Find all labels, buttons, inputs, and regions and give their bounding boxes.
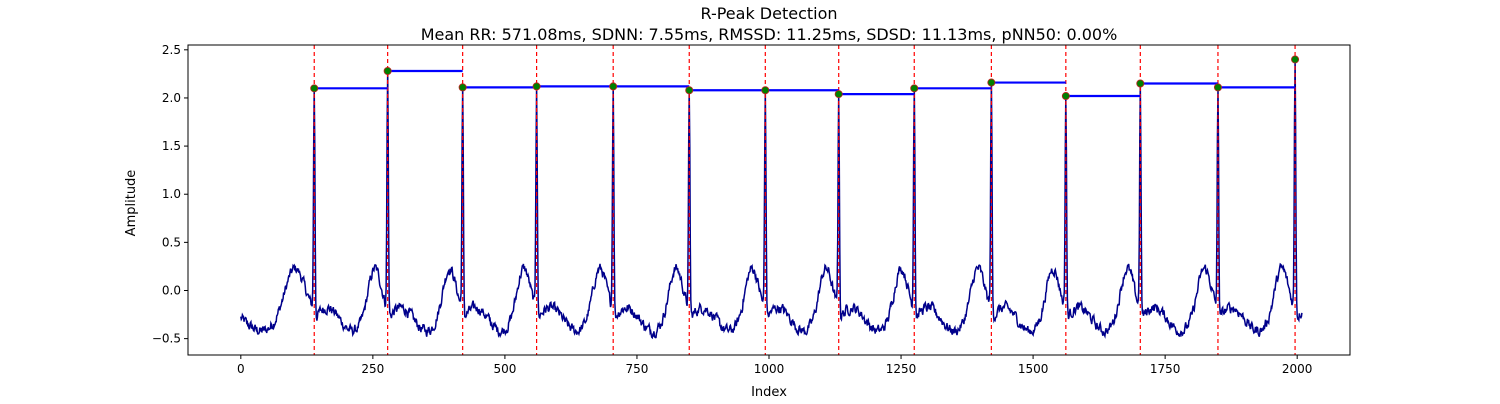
x-tick-label: 1500 bbox=[1018, 362, 1049, 376]
plot-area bbox=[240, 45, 1303, 355]
ecg-signal-line bbox=[240, 59, 1303, 340]
x-tick-label: 0 bbox=[237, 362, 245, 376]
chart-title: R-Peak Detection bbox=[700, 4, 837, 23]
r-peak-marker-2 bbox=[458, 83, 467, 92]
x-tick-label: 250 bbox=[361, 362, 384, 376]
y-tick-label: 2.5 bbox=[162, 43, 181, 57]
r-peak-marker-1 bbox=[383, 66, 392, 75]
r-peak-marker-5 bbox=[685, 86, 694, 95]
r-peak-marker-3 bbox=[532, 82, 541, 91]
x-tick-label: 1750 bbox=[1150, 362, 1181, 376]
r-peak-marker-0 bbox=[310, 84, 319, 93]
r-peak-marker-8 bbox=[910, 84, 919, 93]
r-peak-marker-7 bbox=[834, 90, 843, 99]
x-tick-label: 1250 bbox=[886, 362, 917, 376]
r-peak-marker-12 bbox=[1213, 83, 1222, 92]
r-peak-marker-4 bbox=[609, 82, 618, 91]
y-tick-label: 0.0 bbox=[162, 283, 181, 297]
r-peak-marker-9 bbox=[987, 78, 996, 87]
r-peak-marker-11 bbox=[1136, 79, 1145, 88]
y-tick-label: −0.5 bbox=[152, 332, 181, 346]
x-tick-label: 2000 bbox=[1282, 362, 1313, 376]
y-axis-label: Amplitude bbox=[124, 170, 139, 237]
r-peak-marker-6 bbox=[761, 86, 770, 95]
y-tick-label: 0.5 bbox=[162, 235, 181, 249]
r-peak-marker-10 bbox=[1061, 92, 1070, 101]
x-tick-label: 750 bbox=[626, 362, 649, 376]
r-peak-marker-13 bbox=[1291, 55, 1300, 64]
y-tick-label: 2.0 bbox=[162, 91, 181, 105]
y-tick-label: 1.5 bbox=[162, 139, 181, 153]
x-tick-label: 500 bbox=[493, 362, 516, 376]
x-tick-label: 1000 bbox=[754, 362, 785, 376]
y-tick-label: 1.0 bbox=[162, 187, 181, 201]
chart-subtitle: Mean RR: 571.08ms, SDNN: 7.55ms, RMSSD: … bbox=[421, 25, 1118, 44]
axis-ticks: 0 250 500 750 1000 1250 1500 1750 2000 −0.5 0.0 0.5… bbox=[152, 43, 1313, 376]
x-axis-label: Index bbox=[751, 385, 787, 400]
